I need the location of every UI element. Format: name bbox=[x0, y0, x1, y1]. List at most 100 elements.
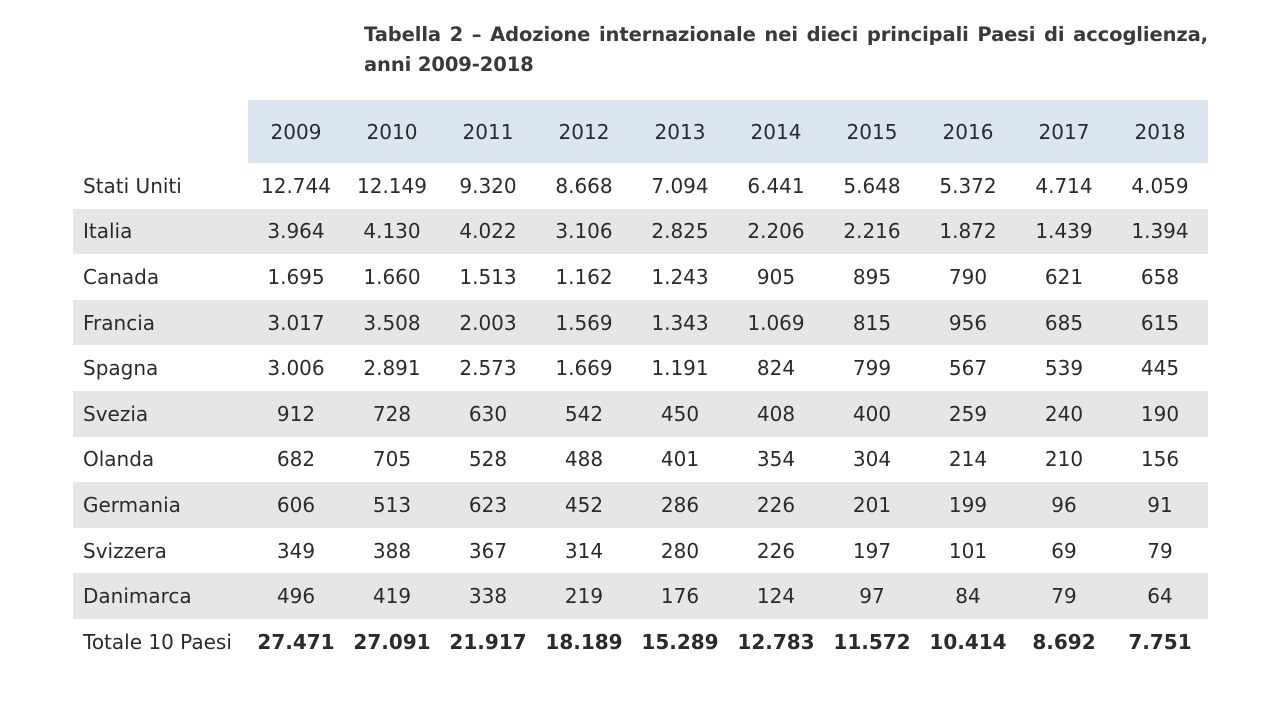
table-cell: 304 bbox=[852, 447, 892, 472]
table-cell: 1.569 bbox=[536, 299, 632, 346]
table-cell: 124 bbox=[728, 573, 824, 619]
table-cell: 190 bbox=[1112, 390, 1208, 437]
table-body: Stati Uniti 12.744 12.149 9.320 8.668 7.094 6.… bbox=[73, 163, 1208, 665]
table-cell: 96 bbox=[1016, 482, 1112, 528]
table-cell: 5.372 bbox=[939, 173, 997, 198]
table-cell: 400 bbox=[824, 390, 920, 437]
table-cell: 84 bbox=[920, 573, 1016, 619]
year-header: 2016 bbox=[920, 100, 1016, 163]
country-name: Totale 10 Paesi bbox=[83, 629, 232, 654]
table-cell: 528 bbox=[468, 447, 508, 472]
country-name: Svizzera bbox=[83, 538, 167, 563]
header-row: 2009 2010 2011 2012 2013 2014 2015 2016 … bbox=[73, 100, 1208, 163]
table-cell: 91 bbox=[1112, 482, 1208, 528]
country-name: Danimarca bbox=[73, 573, 248, 619]
table-cell: 338 bbox=[440, 573, 536, 619]
country-name: Olanda bbox=[83, 447, 155, 472]
table-cell: 9.320 bbox=[459, 173, 517, 198]
table-cell: 4.022 bbox=[440, 208, 536, 255]
table-cell: 27.471 bbox=[257, 629, 335, 654]
table-cell: 2.825 bbox=[632, 208, 728, 255]
table-cell: 1.069 bbox=[728, 299, 824, 346]
table-row: Germania 606 513 623 452 286 226 201 199 96 91 bbox=[73, 482, 1208, 528]
table-cell: 2.216 bbox=[824, 208, 920, 255]
table-cell: 11.572 bbox=[833, 629, 911, 654]
year-header: 2013 bbox=[632, 100, 728, 163]
table-cell: 18.189 bbox=[545, 629, 623, 654]
table-cell: 496 bbox=[248, 573, 344, 619]
table-cell: 12.149 bbox=[357, 173, 427, 198]
table-cell: 367 bbox=[468, 538, 508, 563]
total-row: Totale 10 Paesi 27.471 27.091 21.917 18.189 1… bbox=[73, 619, 1208, 665]
table-cell: 3.508 bbox=[344, 299, 440, 346]
table-cell: 815 bbox=[824, 299, 920, 346]
table-cell: 2.206 bbox=[728, 208, 824, 255]
table-cell: 259 bbox=[920, 390, 1016, 437]
table-cell: 799 bbox=[852, 356, 892, 381]
year-header: 2014 bbox=[728, 100, 824, 163]
table-cell: 226 bbox=[756, 538, 796, 563]
table-cell: 1.695 bbox=[267, 264, 325, 289]
table-cell: 419 bbox=[344, 573, 440, 619]
table-cell: 1.162 bbox=[555, 264, 613, 289]
table-cell: 1.191 bbox=[651, 356, 709, 381]
table-cell: 2.003 bbox=[440, 299, 536, 346]
table-cell: 956 bbox=[920, 299, 1016, 346]
year-header: 2012 bbox=[536, 100, 632, 163]
table-cell: 539 bbox=[1044, 356, 1084, 381]
table-cell: 156 bbox=[1140, 447, 1180, 472]
table-cell: 2.573 bbox=[459, 356, 517, 381]
adoption-table: 2009 2010 2011 2012 2013 2014 2015 2016 … bbox=[73, 100, 1208, 665]
year-header: 2010 bbox=[344, 100, 440, 163]
table-cell: 3.106 bbox=[536, 208, 632, 255]
table-cell: 8.668 bbox=[555, 173, 613, 198]
table-cell: 12.744 bbox=[261, 173, 331, 198]
table-cell: 64 bbox=[1112, 573, 1208, 619]
table-cell: 10.414 bbox=[929, 629, 1007, 654]
table-cell: 3.017 bbox=[248, 299, 344, 346]
year-header: 2017 bbox=[1016, 100, 1112, 163]
year-header: 2018 bbox=[1112, 100, 1208, 163]
table-cell: 210 bbox=[1044, 447, 1084, 472]
table-cell: 197 bbox=[852, 538, 892, 563]
table-cell: 3.006 bbox=[267, 356, 325, 381]
table-row: Svezia 912 728 630 542 450 408 400 259 240 190 bbox=[73, 390, 1208, 437]
table-cell: 513 bbox=[344, 482, 440, 528]
year-header: 2009 bbox=[248, 100, 344, 163]
table-cell: 5.648 bbox=[843, 173, 901, 198]
year-header: 2015 bbox=[824, 100, 920, 163]
table-cell: 201 bbox=[824, 482, 920, 528]
table-cell: 15.289 bbox=[641, 629, 719, 654]
country-name: Francia bbox=[73, 299, 248, 346]
table-cell: 97 bbox=[824, 573, 920, 619]
table-cell: 615 bbox=[1112, 299, 1208, 346]
table-cell: 219 bbox=[536, 573, 632, 619]
table-row: Francia 3.017 3.508 2.003 1.569 1.343 1.069 815… bbox=[73, 299, 1208, 346]
table-cell: 199 bbox=[920, 482, 1016, 528]
table-cell: 388 bbox=[372, 538, 412, 563]
table-cell: 27.091 bbox=[353, 629, 431, 654]
table-cell: 4.130 bbox=[344, 208, 440, 255]
table-cell: 280 bbox=[660, 538, 700, 563]
table-cell: 240 bbox=[1016, 390, 1112, 437]
country-name: Canada bbox=[83, 264, 160, 289]
table-cell: 1.343 bbox=[632, 299, 728, 346]
table-cell: 401 bbox=[660, 447, 700, 472]
table-cell: 1.872 bbox=[920, 208, 1016, 255]
table-cell: 286 bbox=[632, 482, 728, 528]
table-cell: 450 bbox=[632, 390, 728, 437]
table-row: Spagna 3.006 2.891 2.573 1.669 1.191 824 799 567… bbox=[73, 345, 1208, 391]
table-cell: 226 bbox=[728, 482, 824, 528]
table-row: Svizzera 349 388 367 314 280 226 197 101 69 79 bbox=[73, 528, 1208, 574]
table-row: Olanda 682 705 528 488 401 354 304 214 210 156 bbox=[73, 437, 1208, 483]
table-cell: 824 bbox=[756, 356, 796, 381]
table-cell: 705 bbox=[372, 447, 412, 472]
table-cell: 452 bbox=[536, 482, 632, 528]
table-title: Tabella 2 – Adozione internazionale nei … bbox=[364, 23, 1208, 76]
year-header: 2011 bbox=[440, 100, 536, 163]
country-name: Spagna bbox=[83, 356, 159, 381]
table-cell: 567 bbox=[948, 356, 988, 381]
country-name: Svezia bbox=[73, 390, 248, 437]
table-cell: 408 bbox=[728, 390, 824, 437]
table-cell: 658 bbox=[1140, 264, 1180, 289]
